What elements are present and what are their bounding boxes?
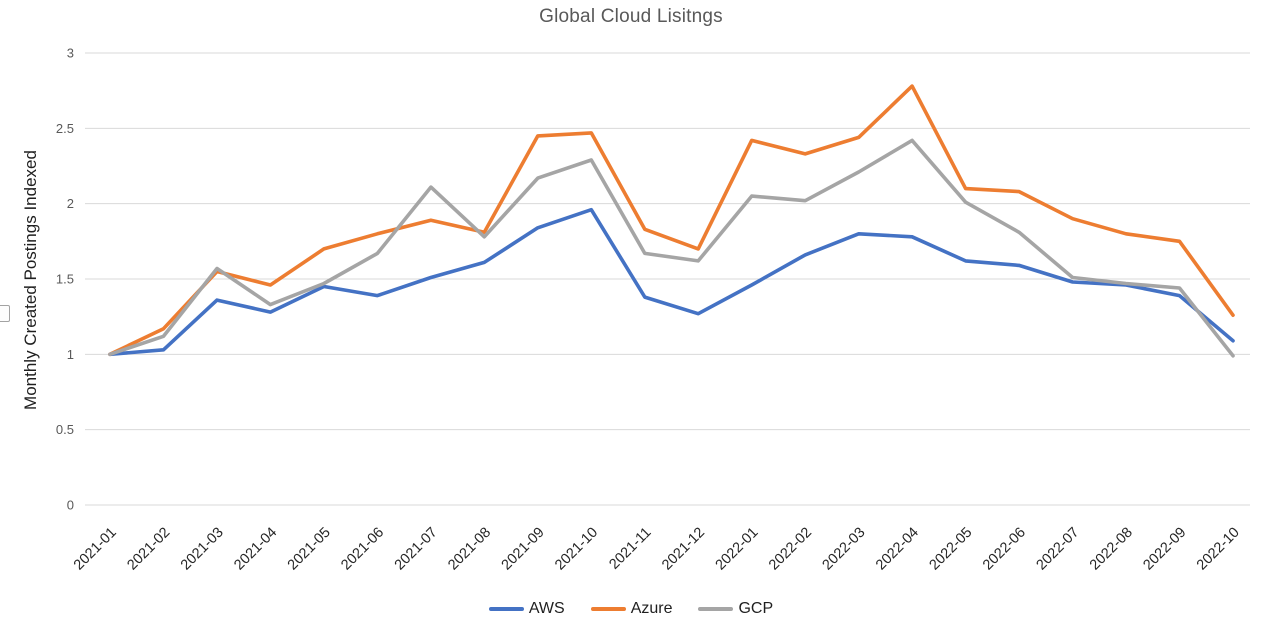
x-axis-label: 2022-02	[766, 525, 815, 574]
y-tick-label: 1	[67, 347, 74, 362]
legend-label: Azure	[630, 600, 673, 617]
x-axis-label: 2022-10	[1194, 525, 1243, 574]
series-line-gcp	[108, 138, 1235, 358]
x-axis-label: 2021-01	[71, 525, 120, 574]
series-line-aws	[108, 207, 1235, 357]
x-axis-label: 2021-06	[338, 525, 387, 574]
y-tick-label: 0	[67, 498, 74, 513]
legend-swatch-aws	[488, 607, 524, 611]
x-axis-label: 2021-05	[285, 525, 334, 574]
partial-control-fragment[interactable]	[0, 305, 10, 322]
y-tick-label: 0.5	[56, 422, 74, 437]
legend-swatch-azure	[590, 607, 626, 611]
legend-label: GCP	[738, 600, 774, 617]
x-axis-label: 2022-01	[713, 525, 762, 574]
x-axis-label: 2022-08	[1087, 525, 1136, 574]
y-tick-label: 3	[67, 46, 74, 61]
x-axis-label: 2021-12	[659, 525, 708, 574]
chart-title: Global Cloud Lisitngs	[539, 6, 723, 27]
x-axis-label: 2022-03	[820, 525, 869, 574]
x-axis-label: 2021-04	[231, 525, 280, 574]
legend: AWS Azure GCP	[0, 600, 1262, 618]
x-axis-label: 2022-04	[873, 525, 922, 574]
x-axis-label: 2021-10	[552, 525, 601, 574]
legend-label: AWS	[528, 600, 565, 617]
x-axis-label: 2022-05	[927, 525, 976, 574]
x-axis-label: 2021-09	[499, 525, 548, 574]
x-axis-label: 2021-07	[392, 525, 441, 574]
x-axis-label: 2021-11	[606, 525, 654, 573]
y-tick-label: 2.5	[56, 121, 74, 136]
x-axis-label: 2022-07	[1033, 525, 1082, 574]
series-line-azure	[108, 84, 1235, 357]
legend-item-aws: AWS	[488, 600, 565, 618]
x-axis-label: 2021-02	[124, 525, 173, 574]
legend-item-gcp: GCP	[698, 600, 773, 618]
y-tick-label: 2	[67, 196, 74, 211]
legend-swatch-gcp	[698, 607, 734, 611]
x-axis-label: 2022-06	[980, 525, 1029, 574]
y-tick-label: 1.5	[56, 272, 74, 287]
x-axis-label: 2021-03	[178, 525, 227, 574]
legend-item-azure: Azure	[590, 600, 673, 618]
x-axis-label: 2022-09	[1140, 525, 1189, 574]
x-axis-label: 2021-08	[445, 525, 494, 574]
